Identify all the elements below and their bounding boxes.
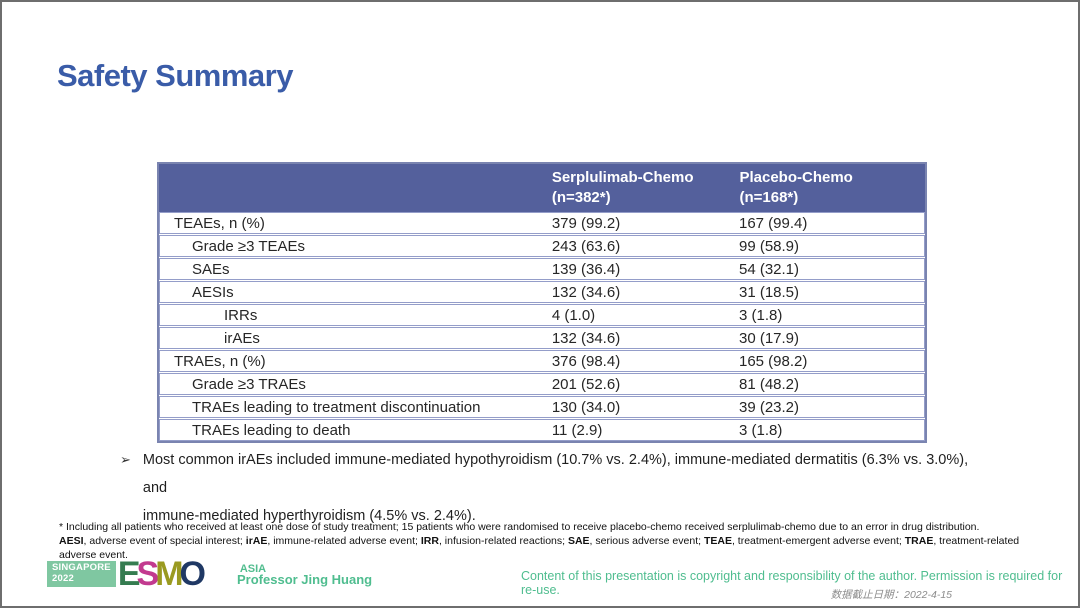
table-row: SAEs 139 (36.4) 54 (32.1) — [159, 258, 925, 280]
table-header-row: Serplulimab-Chemo (n=382*) Placebo-Chemo… — [159, 164, 925, 212]
table-row: Grade ≥3 TEAEs 243 (63.6) 99 (58.9) — [159, 235, 925, 257]
row-label: TRAEs leading to treatment discontinuati… — [192, 398, 481, 416]
table-header-empty — [159, 168, 546, 207]
abbreviation-definition: , treatment-related adverse event. — [59, 535, 1020, 561]
bullet-text-line2: immune-mediated hyperthyroidism (4.5% vs… — [142, 508, 476, 524]
placebo-value: 30 (17.9) — [738, 329, 800, 347]
header-line2: (n=382*) — [551, 188, 611, 206]
abbreviation: TEAE — [703, 535, 732, 547]
table-row: TEAEs, n (%) 379 (99.2) 167 (99.4) — [159, 212, 925, 234]
table-row: TRAEs leading to death 11 (2.9) 3 (1.8) — [159, 419, 925, 441]
placebo-value: 3 (1.8) — [738, 421, 783, 439]
table-row: TRAEs, n (%) 376 (98.4) 165 (98.2) — [159, 350, 925, 372]
serplulimab-value: 132 (34.6) — [551, 283, 621, 301]
serplulimab-value: 132 (34.6) — [551, 329, 621, 347]
row-label: TRAEs, n (%) — [174, 352, 266, 370]
serplulimab-value: 243 (63.6) — [551, 237, 621, 255]
badge-line2: 2022 — [52, 573, 74, 584]
page-title: Safety Summary — [57, 58, 293, 93]
row-label: SAEs — [192, 260, 230, 278]
singapore-2022-badge: SINGAPORE 2022 — [47, 561, 116, 587]
presenter-name: Professor Jing Huang — [237, 572, 373, 587]
abbreviation-definition: , immune-related adverse event; — [267, 535, 421, 547]
serplulimab-value: 11 (2.9) — [551, 421, 603, 439]
row-label: IRRs — [224, 306, 258, 324]
footnote-asterisk: * Including all patients who received at… — [59, 521, 980, 533]
esmo-letter: M — [155, 555, 183, 593]
serplulimab-value: 379 (99.2) — [551, 214, 621, 232]
row-label: Grade ≥3 TEAEs — [192, 237, 306, 255]
abbreviation: SAE — [567, 535, 590, 547]
safety-summary-table: Serplulimab-Chemo (n=382*) Placebo-Chemo… — [157, 162, 927, 443]
header-line2: (n=168*) — [739, 188, 799, 206]
asia-label: ASIA — [239, 563, 267, 575]
esmo-logo-letters: ESMO ASIA — [118, 557, 266, 591]
table-row: Grade ≥3 TRAEs 201 (52.6) 81 (48.2) — [159, 373, 925, 395]
placebo-value: 165 (98.2) — [738, 352, 808, 370]
row-label: TRAEs leading to death — [192, 421, 351, 439]
copyright-notice: Content of this presentation is copyrigh… — [521, 569, 1063, 597]
esmo-asia-2022-logo: SINGAPORE 2022 ESMO ASIA — [47, 557, 266, 591]
footnote-abbreviations: AESI, adverse event of special interest;… — [59, 534, 1049, 562]
row-label: Grade ≥3 TRAEs — [192, 375, 306, 393]
serplulimab-value: 130 (34.0) — [551, 398, 621, 416]
table-row: AESIs 132 (34.6) 31 (18.5) — [159, 281, 925, 303]
serplulimab-value: 4 (1.0) — [551, 306, 596, 324]
row-label: irAEs — [224, 329, 260, 347]
serplulimab-value: 201 (52.6) — [551, 375, 621, 393]
bullet-text: Most common irAEs included immune-mediat… — [143, 446, 980, 530]
data-cutoff-date: 数据截止日期：2022-4-15 — [830, 589, 952, 601]
badge-line1: SINGAPORE — [52, 562, 111, 574]
abbreviation-definition: , treatment-emergent adverse event; — [731, 535, 905, 547]
placebo-value: 31 (18.5) — [738, 283, 800, 301]
abbreviation-definition: , serious adverse event; — [589, 535, 704, 547]
header-line1: Placebo-Chemo — [739, 169, 853, 186]
esmo-letter: E — [117, 555, 141, 593]
placebo-value: 3 (1.8) — [738, 306, 783, 324]
abbreviation: AESI — [59, 535, 84, 547]
bullet-text-line1: Most common irAEs included immune-mediat… — [142, 452, 969, 496]
arrow-bullet-icon: ➢ — [120, 452, 131, 467]
esmo-letter: S — [136, 555, 160, 593]
table-row: IRRs 4 (1.0) 3 (1.8) — [159, 304, 925, 326]
table-header-serplulimab: Serplulimab-Chemo (n=382*) — [546, 168, 734, 207]
placebo-value: 99 (58.9) — [738, 237, 800, 255]
placebo-value: 39 (23.2) — [738, 398, 800, 416]
table-row: TRAEs leading to treatment discontinuati… — [159, 396, 925, 418]
abbreviation-definition: , adverse event of special interest; — [83, 535, 246, 547]
abbreviation: TRAE — [904, 535, 934, 547]
placebo-value: 54 (32.1) — [738, 260, 800, 278]
table-body: TEAEs, n (%) 379 (99.2) 167 (99.4) Grade ≥3… — [159, 212, 925, 441]
key-finding-bullet: ➢ Most common irAEs included immune-medi… — [120, 446, 980, 530]
header-line1: Serplulimab-Chemo — [551, 169, 694, 186]
row-label: TEAEs, n (%) — [174, 214, 265, 232]
abbreviation-definition: , infusion-related reactions; — [438, 535, 568, 547]
placebo-value: 167 (99.4) — [738, 214, 808, 232]
table-row: irAEs 132 (34.6) 30 (17.9) — [159, 327, 925, 349]
table-header-placebo: Placebo-Chemo (n=168*) — [733, 168, 925, 207]
row-label: AESIs — [192, 283, 234, 301]
placebo-value: 81 (48.2) — [738, 375, 800, 393]
abbreviation: IRR — [420, 535, 439, 547]
serplulimab-value: 376 (98.4) — [551, 352, 621, 370]
abbreviation: irAE — [245, 535, 268, 547]
footnotes: * Including all patients who received at… — [59, 520, 1049, 562]
serplulimab-value: 139 (36.4) — [551, 260, 621, 278]
esmo-letter: O — [179, 555, 207, 593]
